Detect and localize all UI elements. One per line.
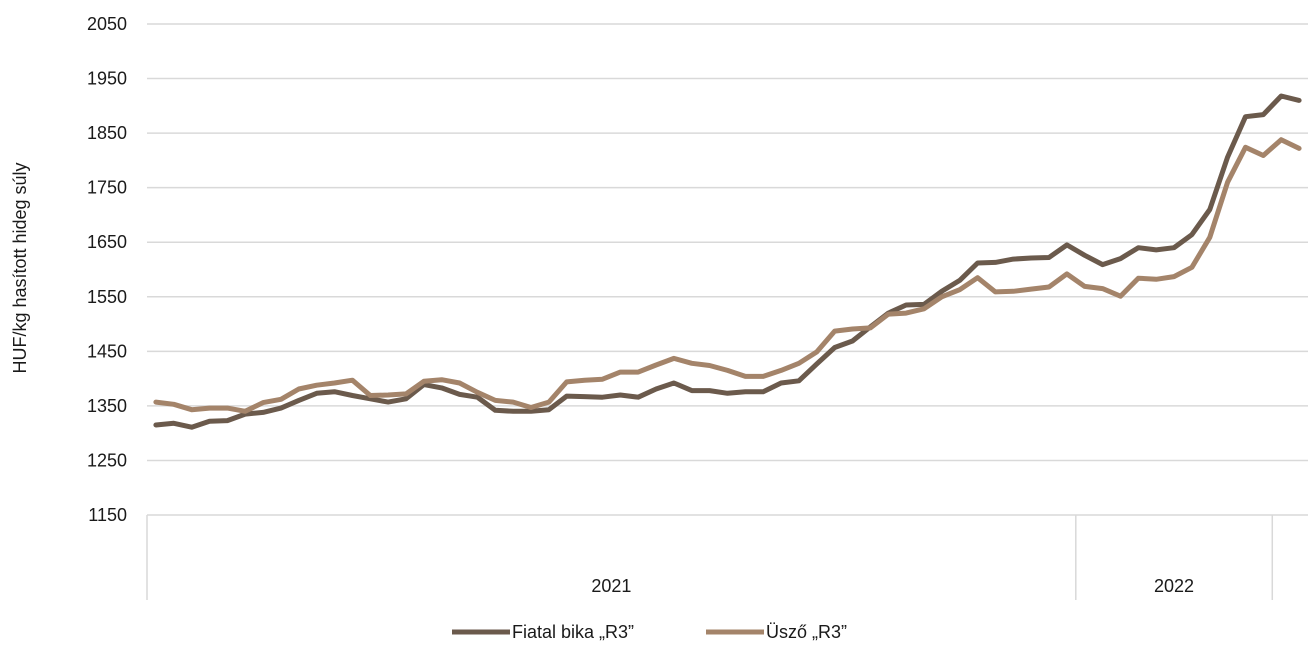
series-line-2: [153, 137, 1302, 414]
y-tick-label: 1550: [87, 287, 127, 307]
series-line-1: [153, 93, 1302, 430]
legend: Fiatal bika „R3” Üsző „R3”: [452, 622, 847, 642]
y-tick-label: 1150: [88, 505, 127, 525]
y-tick-label: 1850: [87, 123, 127, 143]
y-tick-label: 1250: [87, 450, 127, 470]
y-tick-label: 1950: [87, 69, 127, 89]
y-tick-label: 2050: [87, 14, 127, 34]
x-group-label: 2021: [591, 576, 631, 596]
y-axis-title: HUF/kg hasított hideg súly: [10, 162, 30, 373]
legend-label: Fiatal bika „R3”: [512, 622, 634, 642]
series-lines: [153, 93, 1302, 430]
x-group-label: 2022: [1154, 576, 1194, 596]
y-tick-label: 1350: [87, 396, 127, 416]
legend-label: Üsző „R3”: [766, 622, 847, 642]
y-tick-label: 1650: [87, 232, 127, 252]
gridlines: [147, 23, 1308, 516]
x-axis: 2021 2022: [146, 515, 1274, 600]
y-axis-ticks: 1150 1250 1350 1450 1550 1650 1750 1850 1950 2050: [87, 14, 127, 525]
y-tick-label: 1750: [87, 178, 127, 198]
y-tick-label: 1450: [87, 341, 127, 361]
